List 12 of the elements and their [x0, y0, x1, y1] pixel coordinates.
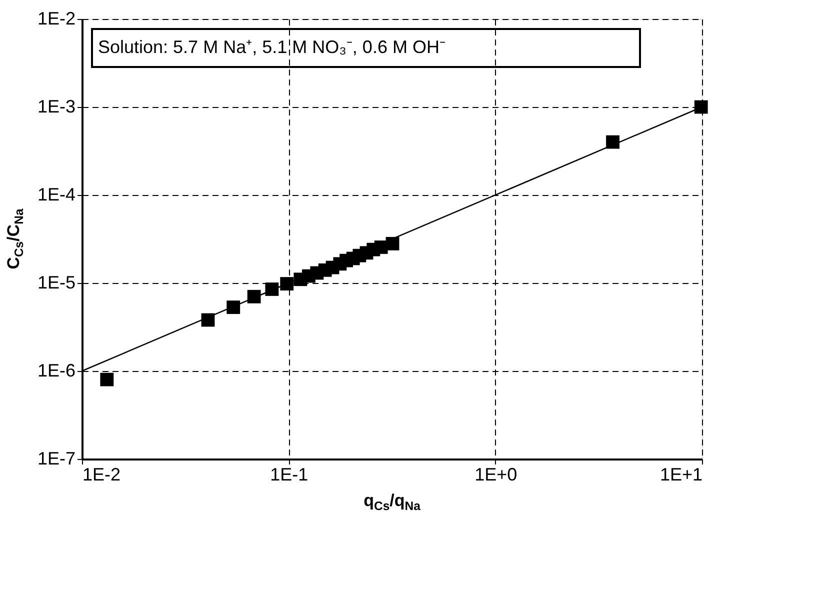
y-tick-label: 1E-4: [37, 184, 76, 204]
y-tick-label: 1E-5: [37, 272, 76, 292]
x-tick-label: 1E+1: [660, 464, 702, 484]
y-tick-label: 1E-3: [37, 96, 76, 116]
x-tick-label: 1E-1: [270, 464, 308, 484]
y-tick-label: 1E-6: [37, 360, 76, 380]
x-tick-label: 1E-2: [82, 464, 121, 484]
annotation: Solution: 5.7 M Na⁺, 5.1 M NO₃⁻, 0.6 M OH⁻: [98, 37, 446, 57]
y-tick-label: 1E-7: [37, 448, 76, 468]
x-tick-label: 1E+0: [474, 464, 518, 484]
y-axis-title: CCs/CNa: [4, 208, 26, 270]
y-tick-label: 1E-2: [37, 8, 76, 28]
